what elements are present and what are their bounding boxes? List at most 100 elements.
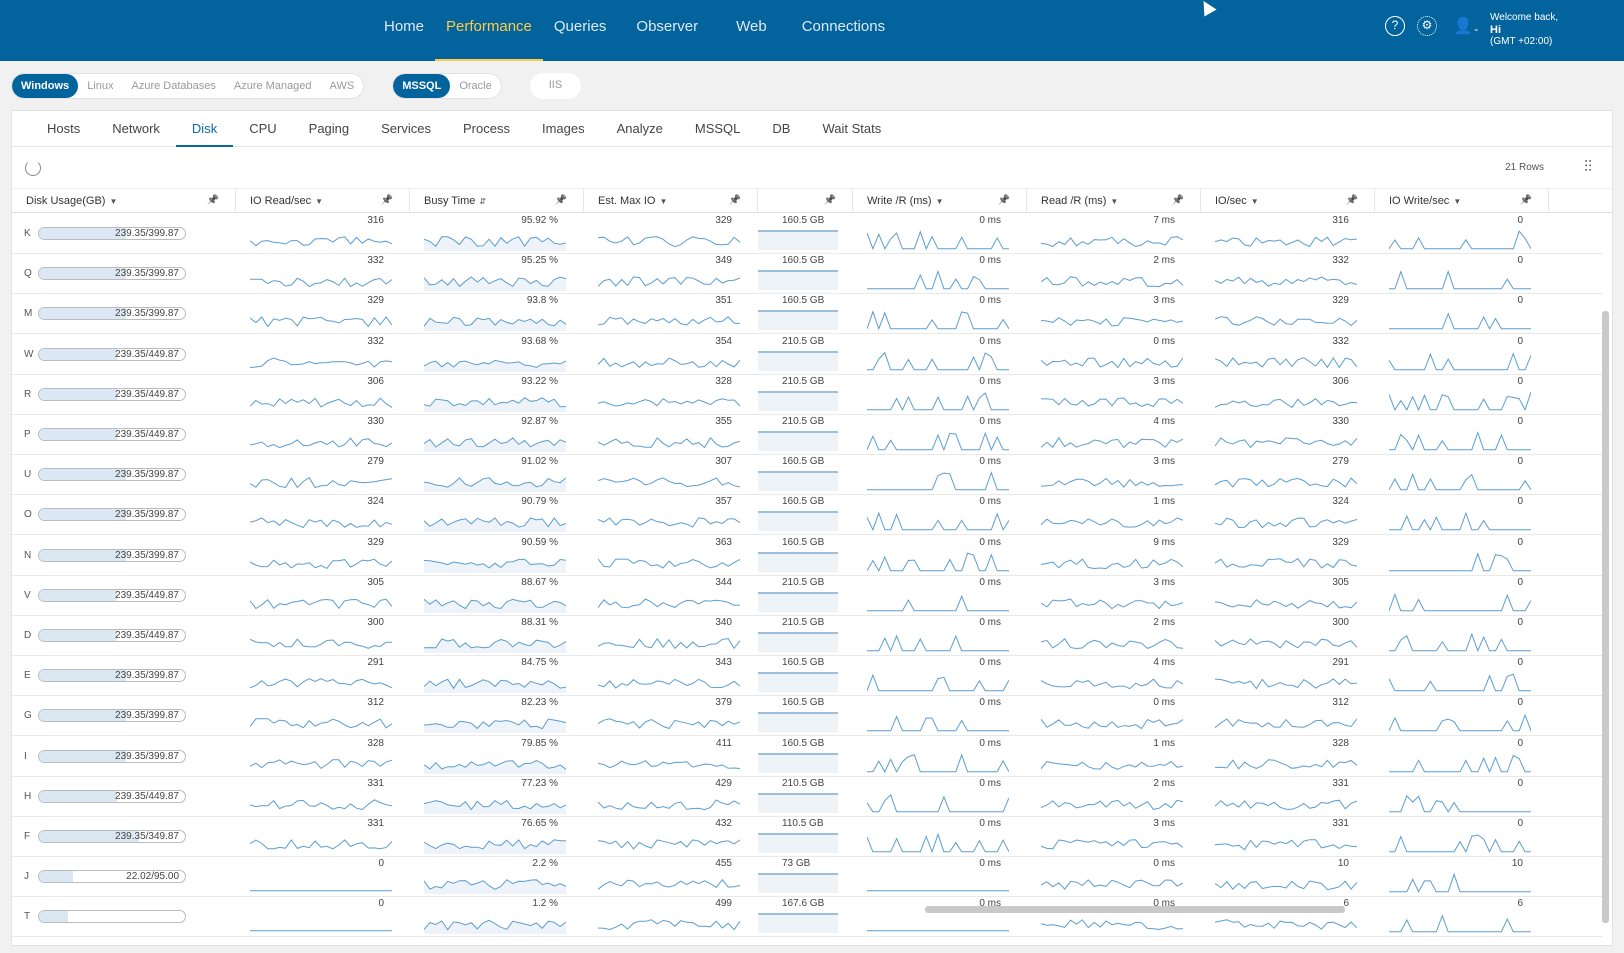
tab-analyze[interactable]: Analyze xyxy=(616,121,663,136)
nav-queries[interactable]: Queries xyxy=(553,18,607,35)
filter-azure-databases[interactable]: Azure Databases xyxy=(131,80,216,92)
filter-aws[interactable]: AWS xyxy=(329,80,355,92)
disk-size-cell: 160.5 GB xyxy=(758,253,853,294)
table-row[interactable]: J 22.02/95.00 0 2.2 % 455 0 ms 0 ms 10 10 73 GB xyxy=(12,856,1602,898)
pin-icon[interactable]: 📌 xyxy=(1519,195,1532,206)
usage-value: 239.35/399.87 xyxy=(115,549,179,561)
refresh-icon[interactable] xyxy=(25,160,41,176)
pin-icon[interactable]: 📌 xyxy=(206,195,219,206)
column-header-4[interactable]: 📌 xyxy=(758,189,853,213)
disk-size-bar xyxy=(758,833,838,853)
horizontal-scrollbar[interactable] xyxy=(925,906,1345,913)
read-r-value: 3 ms xyxy=(1153,576,1175,588)
table-row[interactable]: P 239.35/449.87 330 92.87 % 355 0 ms 4 ms 330 0 2… xyxy=(12,414,1602,455)
chevron-down-icon[interactable]: ▼ xyxy=(1453,197,1462,206)
tab-network[interactable]: Network xyxy=(112,121,160,136)
column-header-2[interactable]: Busy Time ⇵ 📌 xyxy=(410,189,584,213)
table-row[interactable]: U 239.35/399.87 279 91.02 % 307 0 ms 3 ms 279 0 1… xyxy=(12,454,1602,496)
read-r-value: 2 ms xyxy=(1153,255,1175,267)
nav-performance[interactable]: Performance xyxy=(435,0,543,61)
vertical-scrollbar[interactable] xyxy=(1602,311,1609,923)
filter-azure-managed[interactable]: Azure Managed xyxy=(233,80,312,92)
table-row[interactable]: E 239.35/399.87 291 84.75 % 343 0 ms 4 ms 291 0 1… xyxy=(12,655,1602,697)
sparkline-chart xyxy=(424,839,566,854)
tab-process[interactable]: Process xyxy=(463,121,510,136)
filter-linux[interactable]: Linux xyxy=(87,80,114,92)
table-row[interactable]: D 239.35/449.87 300 88.31 % 340 0 ms 2 ms 300 0 2… xyxy=(12,615,1602,656)
table-row[interactable]: M 239.35/399.87 329 93.8 % 351 0 ms 3 ms 329 0 16… xyxy=(12,293,1602,335)
chevron-down-icon[interactable]: ▼ xyxy=(315,197,324,206)
tab-wait-stats[interactable]: Wait Stats xyxy=(822,121,882,136)
nav-home[interactable]: Home xyxy=(384,18,425,35)
column-header-0[interactable]: Disk Usage(GB) ▼ 📌 xyxy=(12,189,236,213)
cell-io-write: 10 xyxy=(1375,856,1549,897)
cell-io-sec: 306 xyxy=(1201,374,1375,415)
table-row[interactable]: H 239.35/449.87 331 77.23 % 429 0 ms 2 ms 331 0 2… xyxy=(12,776,1602,817)
filter-windows[interactable]: Windows xyxy=(12,74,79,98)
column-header-5[interactable]: Write /R (ms) ▼ 📌 xyxy=(853,189,1027,213)
disk-size-value: 167.6 GB xyxy=(782,898,825,910)
table-row[interactable]: F 239.35/349.87 331 76.65 % 432 0 ms 3 ms 331 0 1… xyxy=(12,816,1602,857)
pin-icon[interactable]: 📌 xyxy=(554,195,567,206)
chevron-down-icon[interactable]: ▼ xyxy=(935,197,944,206)
sparkline-chart xyxy=(867,351,1009,371)
filter-oracle[interactable]: Oracle xyxy=(459,80,492,92)
help-icon[interactable]: ? xyxy=(1385,16,1405,36)
chevron-down-icon[interactable]: ▼ xyxy=(109,197,118,206)
pin-icon[interactable]: 📌 xyxy=(1345,195,1358,206)
usage-value: 239.35/399.87 xyxy=(115,228,179,239)
cell-read-r: 1 ms xyxy=(1027,736,1201,777)
user-icon[interactable]: 👤⌄ xyxy=(1453,18,1480,35)
tab-db[interactable]: DB xyxy=(772,121,791,136)
column-header-6[interactable]: Read /R (ms) ▼ 📌 xyxy=(1027,189,1201,213)
tab-cpu[interactable]: CPU xyxy=(249,121,277,136)
column-header-8[interactable]: IO Write/sec ▼ 📌 xyxy=(1375,189,1549,213)
column-header-7[interactable]: IO/sec ▼ 📌 xyxy=(1201,189,1375,213)
table-row[interactable]: K 239.35/399.87 316 95.92 % 329 0 ms 7 ms 316 0 1… xyxy=(12,213,1602,254)
disk-size-cell: 210.5 GB xyxy=(758,615,853,656)
nav-connections[interactable]: Connections xyxy=(801,18,886,35)
io-read-value: 312 xyxy=(367,697,384,709)
filter-mssql[interactable]: MSSQL xyxy=(393,74,451,98)
usage-value: 22.02/95.00 xyxy=(126,871,179,883)
sort-desc-icon[interactable]: ⇵ xyxy=(479,197,487,206)
column-settings-icon[interactable]: ⫶⫶ xyxy=(1583,159,1592,176)
tab-disk[interactable]: Disk xyxy=(175,111,234,147)
table-row[interactable]: I 239.35/399.87 328 79.85 % 411 0 ms 1 ms 328 0 1… xyxy=(12,736,1602,777)
tab-mssql[interactable]: MSSQL xyxy=(694,121,741,136)
pin-icon[interactable]: 📌 xyxy=(728,195,741,206)
table-row[interactable]: V 239.35/449.87 305 88.67 % 344 0 ms 3 ms 305 0 2… xyxy=(12,575,1602,616)
pin-icon[interactable]: 📌 xyxy=(380,195,393,206)
disk-usage-cell: R 239.35/449.87 xyxy=(12,374,236,415)
chevron-down-icon[interactable]: ▼ xyxy=(659,197,668,206)
table-row[interactable]: N 239.35/399.87 329 90.59 % 363 0 ms 9 ms 329 0 1… xyxy=(12,535,1602,576)
tab-services[interactable]: Services xyxy=(381,121,431,136)
nav-observer[interactable]: Observer xyxy=(636,18,699,35)
tab-paging[interactable]: Paging xyxy=(308,121,350,136)
table-row[interactable]: G 239.35/399.87 312 82.23 % 379 0 ms 0 ms 312 0 1… xyxy=(12,695,1602,737)
column-header-1[interactable]: IO Read/sec ▼ 📌 xyxy=(236,189,410,213)
pin-icon[interactable]: 📌 xyxy=(1171,195,1184,206)
filter-iis[interactable]: IIS xyxy=(548,79,563,91)
column-header-3[interactable]: Est. Max IO ▼ 📌 xyxy=(584,189,758,213)
table-row[interactable]: Q 239.35/399.87 332 95.25 % 349 0 ms 2 ms 332 0 1… xyxy=(12,253,1602,295)
busy-value: 93.68 % xyxy=(521,335,558,347)
table-row[interactable]: W 239.35/449.87 332 93.68 % 354 0 ms 0 ms 332 0 2… xyxy=(12,334,1602,375)
disk-usage-cell: I 239.35/399.87 xyxy=(12,736,236,777)
column-header-label: IO/sec xyxy=(1215,195,1247,207)
pin-icon[interactable]: 📌 xyxy=(997,195,1010,206)
pin-icon[interactable]: 📌 xyxy=(823,195,836,206)
tab-hosts[interactable]: Hosts xyxy=(47,121,81,136)
chevron-down-icon[interactable]: ▼ xyxy=(1110,197,1119,206)
nav-web[interactable]: Web xyxy=(736,18,767,35)
drive-letter: W xyxy=(24,348,34,360)
gear-icon[interactable]: ⚙ xyxy=(1417,16,1437,36)
table-row[interactable]: R 239.35/449.87 306 93.22 % 328 0 ms 3 ms 306 0 2… xyxy=(12,374,1602,415)
tab-images[interactable]: Images xyxy=(541,121,585,136)
sparkline-chart xyxy=(598,598,740,609)
table-row[interactable]: O 239.35/399.87 324 90.79 % 357 0 ms 1 ms 324 0 1… xyxy=(12,494,1602,536)
table-row[interactable]: T 0 1.2 % 499 0 ms 0 ms 6 6 167.6 GB xyxy=(12,896,1602,938)
cell-write-r: 0 ms xyxy=(853,374,1027,415)
chevron-down-icon[interactable]: ▼ xyxy=(1250,197,1259,206)
cell-write-r: 0 ms xyxy=(853,695,1027,736)
